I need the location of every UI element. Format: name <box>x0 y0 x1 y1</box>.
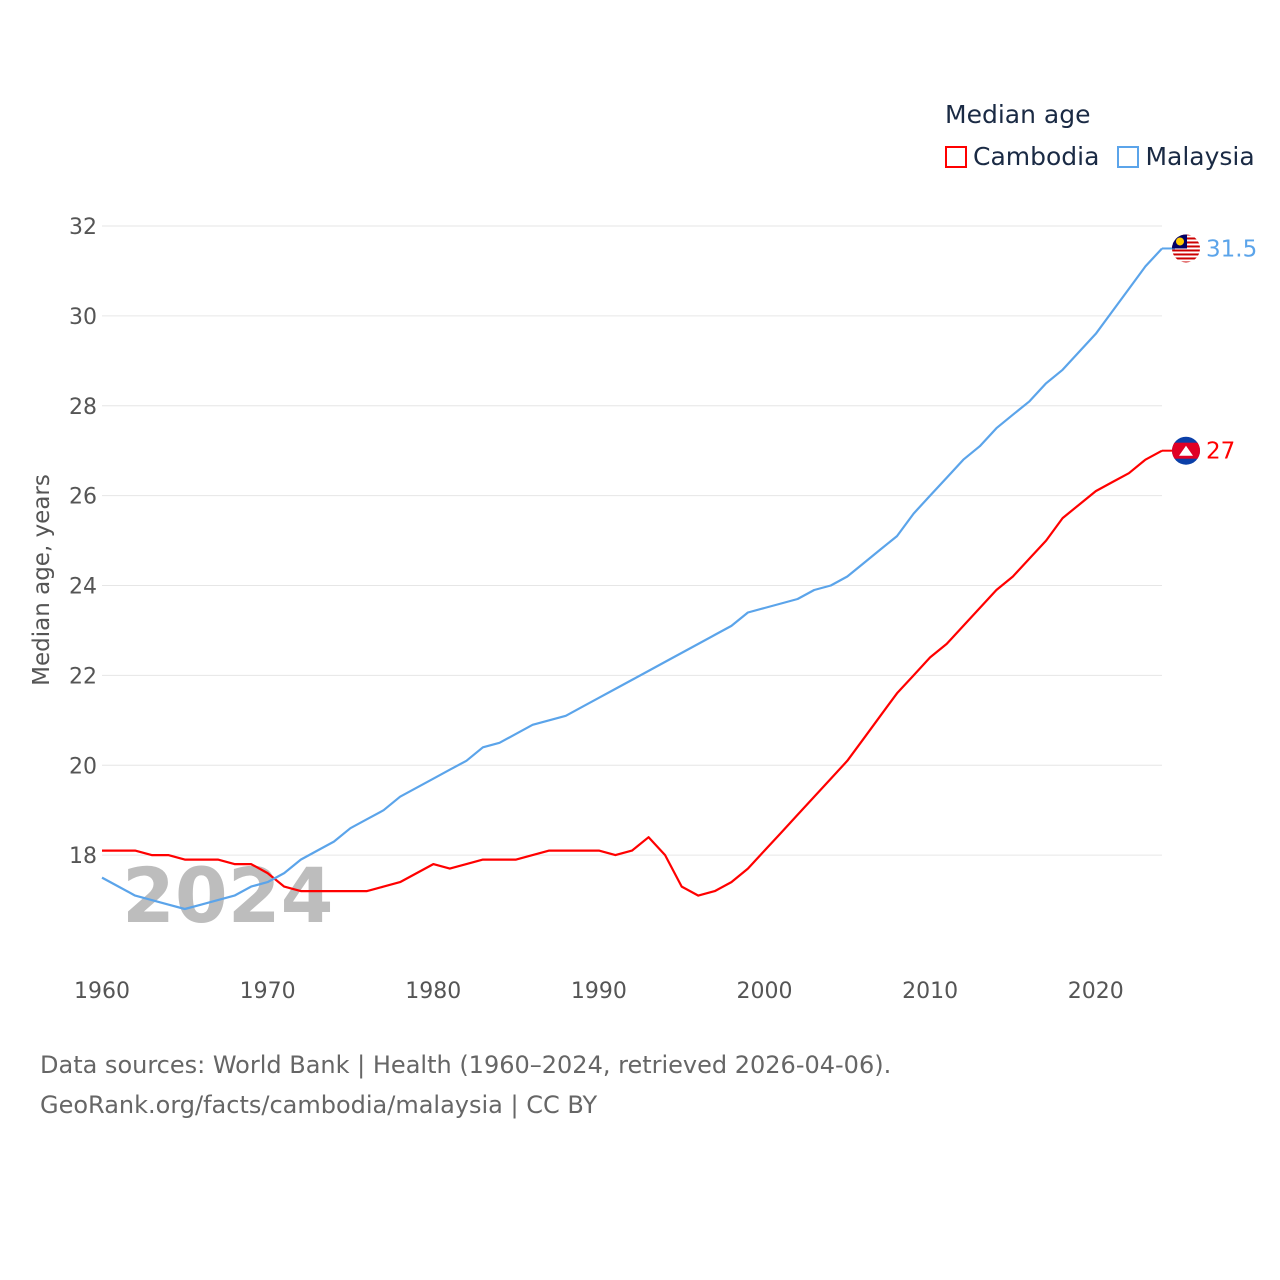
flag-stripe <box>1172 257 1200 260</box>
x-tick-label: 1960 <box>74 979 130 1004</box>
flag-body <box>1172 436 1200 465</box>
end-value-label: 27 <box>1206 439 1235 465</box>
legend-swatch <box>945 145 967 168</box>
source-line-1: Data sources: World Bank | Health (1960–… <box>40 1051 892 1079</box>
end-value-label: 31.5 <box>1206 236 1257 262</box>
legend-swatch <box>1117 145 1140 168</box>
y-tick-label: 26 <box>69 485 97 510</box>
x-tick-label: 1990 <box>571 979 627 1004</box>
flag-crescent <box>1176 237 1184 246</box>
flag-stripe <box>1172 249 1200 252</box>
y-tick-label: 28 <box>69 395 97 420</box>
x-tick-label: 2010 <box>902 979 958 1004</box>
y-tick-label: 20 <box>69 754 97 779</box>
flag-icon-malaysia <box>1172 234 1200 263</box>
y-axis-label: Median age, years <box>29 474 55 686</box>
legend-label: Cambodia <box>973 142 1100 171</box>
x-tick-label: 1980 <box>405 979 461 1004</box>
source-note: Data sources: World Bank | Health (1960–… <box>40 1045 891 1125</box>
source-line-2[interactable]: GeoRank.org/facts/cambodia/malaysia | CC… <box>40 1091 598 1119</box>
y-tick-label: 18 <box>69 844 97 869</box>
flag-icon-cambodia <box>1172 436 1200 465</box>
legend-title: Median age <box>945 100 1091 129</box>
legend-item-cambodia[interactable]: Cambodia <box>945 142 1099 171</box>
x-tick-label: 2000 <box>737 979 793 1004</box>
flag-stripe <box>1172 261 1200 263</box>
y-tick-label: 24 <box>69 575 97 600</box>
flag-body <box>1172 234 1200 263</box>
x-tick-label: 2020 <box>1068 979 1124 1004</box>
flag-stripe <box>1172 253 1200 256</box>
legend-item-malaysia[interactable]: Malaysia <box>1117 142 1255 171</box>
series-line-cambodia <box>102 449 1163 897</box>
year-watermark: 2024 <box>122 851 334 940</box>
series-line-malaysia <box>101 247 1163 911</box>
y-tick-label: 22 <box>69 664 97 689</box>
y-tick-label: 32 <box>69 215 97 240</box>
legend-label: Malaysia <box>1145 142 1255 171</box>
legend: Cambodia Malaysia <box>945 142 1255 171</box>
y-tick-label: 30 <box>69 305 97 330</box>
x-tick-label: 1970 <box>240 979 296 1004</box>
flag-temple <box>1179 445 1193 456</box>
